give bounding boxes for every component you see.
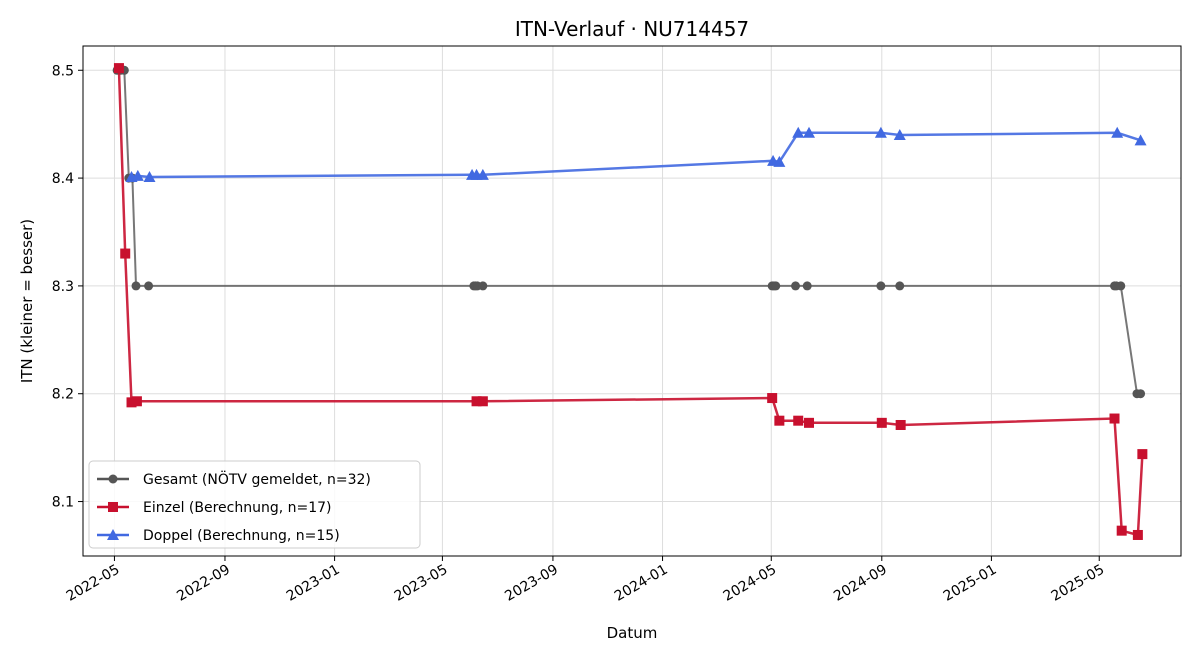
- y-tick-label: 8.3: [52, 279, 74, 295]
- data-point-gesamt: [895, 281, 905, 291]
- legend: Gesamt (NÖTV gemeldet, n=32) Einzel (Bere…: [88, 460, 421, 549]
- data-point-gesamt: [144, 281, 154, 291]
- series-einzel: [113, 63, 1148, 540]
- data-point-doppel: [773, 155, 786, 167]
- data-point-einzel: [1132, 529, 1143, 540]
- series-layer: [112, 63, 1148, 540]
- series-line-gesamt: [117, 69, 1141, 395]
- data-point-einzel: [774, 415, 785, 426]
- data-point-doppel: [874, 126, 887, 138]
- data-point-einzel: [113, 63, 124, 74]
- y-tick-label: 8.2: [52, 387, 74, 403]
- data-point-gesamt: [1116, 281, 1126, 291]
- y-axis-label: ITN (kleiner = besser): [18, 219, 36, 383]
- data-point-einzel: [793, 415, 804, 426]
- data-point-einzel: [767, 393, 778, 404]
- data-point-einzel: [471, 396, 482, 407]
- data-point-einzel: [804, 417, 815, 428]
- plot-frame: [82, 45, 1182, 557]
- x-axis-label: Datum: [607, 624, 658, 642]
- x-tick-label: 2023-01: [284, 562, 343, 605]
- data-point-gesamt: [771, 281, 781, 291]
- legend-marker-gesamt: [108, 474, 118, 484]
- y-axis: 8.1 8.2 8.3 8.4 8.5: [52, 63, 83, 511]
- x-tick-label: 2025-01: [941, 562, 1000, 605]
- data-point-doppel: [131, 169, 144, 181]
- data-point-einzel: [131, 396, 142, 407]
- data-point-gesamt: [1136, 389, 1146, 399]
- y-tick-label: 8.4: [52, 171, 74, 187]
- legend-label-doppel: Doppel (Berechnung, n=15): [143, 528, 340, 544]
- data-point-gesamt: [876, 281, 886, 291]
- data-point-einzel: [1116, 525, 1127, 536]
- data-point-gesamt: [802, 281, 812, 291]
- x-tick-label: 2022-09: [174, 562, 233, 605]
- chart-title: ITN-Verlauf · NU714457: [515, 17, 749, 41]
- series-doppel: [125, 126, 1147, 183]
- data-point-doppel: [1111, 126, 1124, 138]
- y-tick-label: 8.5: [52, 63, 74, 79]
- x-tick-label: 2023-09: [502, 562, 561, 605]
- data-point-einzel: [126, 397, 137, 408]
- data-point-einzel: [895, 419, 906, 430]
- x-tick-label: 2025-05: [1049, 562, 1108, 605]
- legend-marker-doppel: [107, 529, 119, 540]
- y-tick-label: 8.1: [52, 495, 74, 511]
- data-point-doppel: [476, 168, 489, 180]
- data-point-doppel: [803, 126, 816, 138]
- legend-label-gesamt: Gesamt (NÖTV gemeldet, n=32): [143, 470, 371, 488]
- data-point-doppel: [1134, 134, 1147, 146]
- x-tick-label: 2023-05: [392, 562, 451, 605]
- legend-box: [88, 460, 421, 549]
- data-point-doppel: [143, 171, 156, 183]
- x-tick-label: 2024-01: [612, 562, 671, 605]
- x-tick-label: 2024-09: [831, 562, 890, 605]
- data-point-einzel: [1109, 413, 1120, 424]
- legend-label-einzel: Einzel (Berechnung, n=17): [143, 500, 332, 516]
- series-gesamt: [112, 65, 1146, 399]
- data-point-doppel: [792, 126, 805, 138]
- data-point-gesamt: [791, 281, 801, 291]
- data-point-einzel: [120, 248, 131, 259]
- legend-marker-einzel: [108, 502, 118, 512]
- x-axis: 2022-05 2022-09 2023-01 2023-05 2023-09 2024-…: [64, 556, 1107, 605]
- data-point-gesamt: [131, 281, 141, 291]
- x-tick-label: 2022-05: [64, 562, 123, 605]
- data-point-einzel: [477, 396, 488, 407]
- data-point-gesamt: [478, 281, 488, 291]
- data-point-einzel: [876, 417, 887, 428]
- data-point-einzel: [1137, 449, 1148, 460]
- series-line-doppel: [131, 131, 1141, 179]
- data-point-doppel: [893, 128, 906, 140]
- x-tick-label: 2024-05: [721, 562, 780, 605]
